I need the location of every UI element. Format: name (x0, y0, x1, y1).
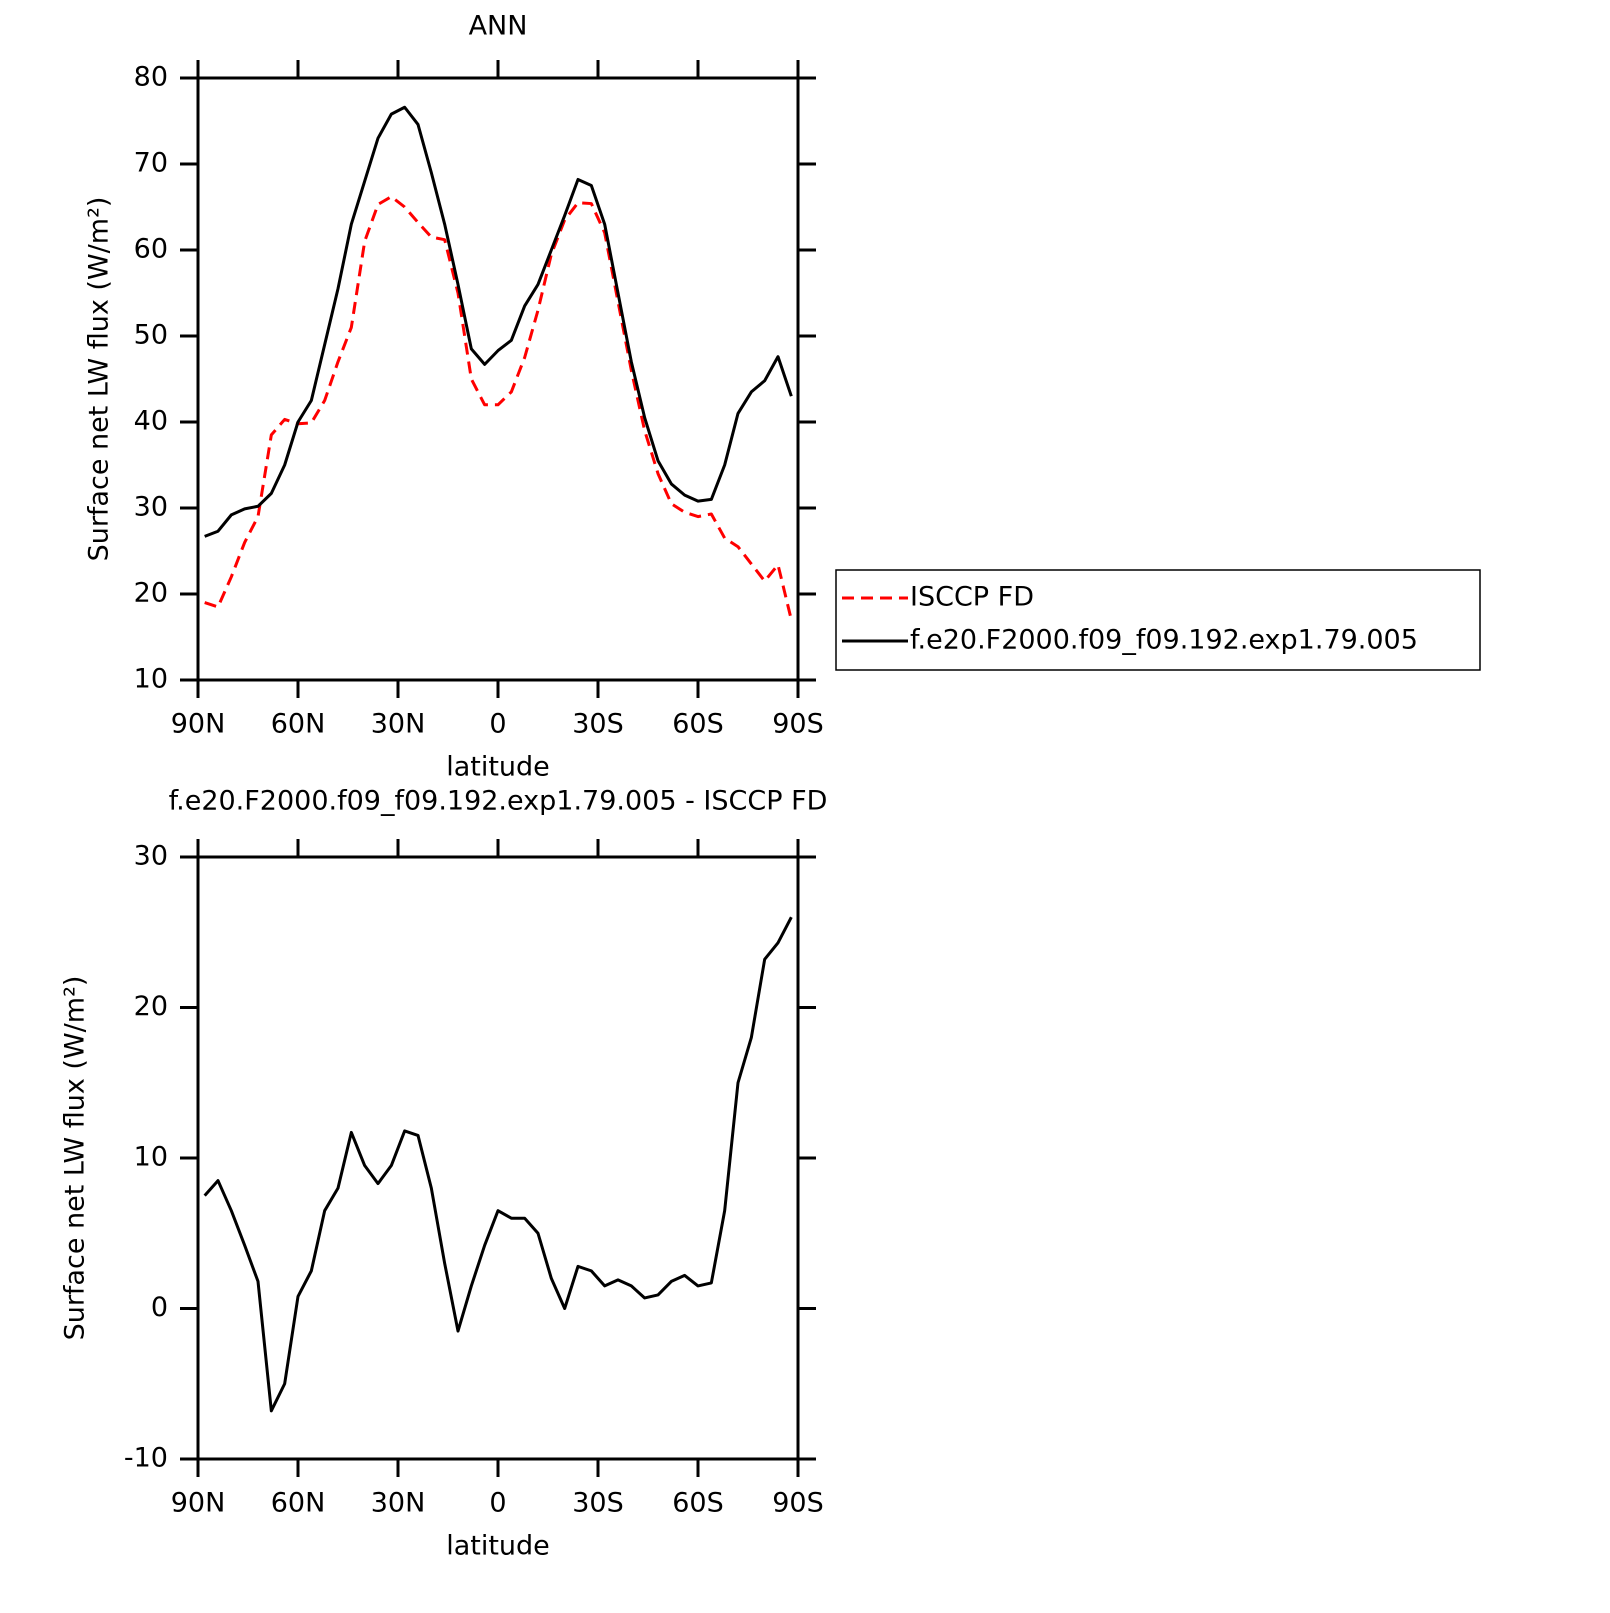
x-tick-label: 30S (572, 1488, 624, 1519)
x-tick-label: 60N (271, 1488, 326, 1519)
y-tick-label: 80 (134, 62, 168, 93)
y-axis-label: Surface net LW flux (W/m²) (60, 976, 91, 1341)
x-tick-label: 90S (772, 1488, 824, 1519)
x-axis-label: latitude (446, 752, 550, 783)
y-axis-label: Surface net LW flux (W/m²) (84, 197, 115, 562)
x-tick-label: 30S (572, 709, 624, 740)
data-line (204, 105, 793, 538)
x-tick-label: 0 (489, 1488, 506, 1519)
x-tick-label: 0 (489, 709, 506, 740)
y-tick-label: 10 (134, 1142, 168, 1173)
data-line (204, 195, 793, 621)
y-tick-label: 30 (134, 492, 168, 523)
legend-label: ISCCP FD (910, 582, 1034, 613)
x-tick-label: 90N (171, 709, 226, 740)
y-tick-label: 60 (134, 234, 168, 265)
legend-label: f.e20.F2000.f09_f09.192.exp1.79.005 (910, 625, 1418, 656)
y-tick-label: 30 (134, 841, 168, 872)
legend-box (835, 569, 1481, 671)
x-tick-label: 30N (371, 1488, 426, 1519)
y-tick-label: 10 (134, 664, 168, 695)
x-tick-label: 60S (672, 709, 724, 740)
chart-title: ANN (469, 11, 528, 42)
x-tick-label: 60S (672, 1488, 724, 1519)
data-line (203, 916, 793, 1413)
y-tick-label: 40 (134, 406, 168, 437)
y-tick-label: 70 (134, 148, 168, 179)
y-tick-label: -10 (124, 1443, 168, 1474)
x-axis-label: latitude (446, 1531, 550, 1562)
y-tick-label: 20 (134, 578, 168, 609)
x-tick-label: 60N (271, 709, 326, 740)
y-tick-label: 50 (134, 320, 168, 351)
y-tick-label: 20 (134, 991, 168, 1022)
y-tick-label: 0 (151, 1292, 168, 1323)
x-tick-label: 90S (772, 709, 824, 740)
x-tick-label: 90N (171, 1488, 226, 1519)
x-tick-label: 30N (371, 709, 426, 740)
chart-title: f.e20.F2000.f09_f09.192.exp1.79.005 - IS… (169, 786, 828, 817)
plot-frame (196, 76, 800, 682)
